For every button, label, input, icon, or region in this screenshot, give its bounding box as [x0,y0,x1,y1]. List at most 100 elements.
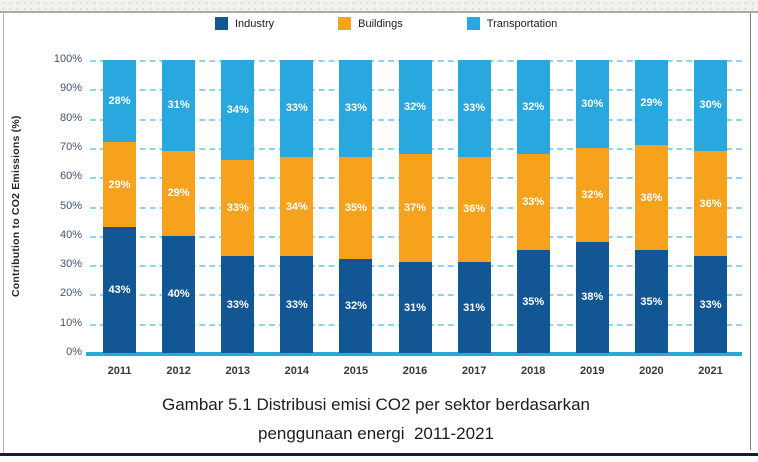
x-tick-label-2020: 2020 [639,365,664,377]
segment-value-label: 34% [226,103,249,116]
segment-value-label: 38% [581,291,604,304]
y-tick-label-10: 10% [59,316,82,329]
bar-segment-industry-2014: 33% [280,256,314,353]
bar-segment-transportation-2014: 33% [280,60,314,157]
segment-value-label: 33% [344,102,367,115]
legend-swatch-transportation [466,17,480,30]
y-tick-label-70: 70% [59,140,82,153]
y-tick-label-50: 50% [59,199,82,212]
y-tick-label-0: 0% [66,346,82,358]
bar-segment-industry-2020: 35% [634,250,668,353]
segment-value-label: 36% [699,197,722,210]
bar-segment-buildings-2019: 32% [575,147,609,242]
y-tick-label-20: 20% [59,287,82,300]
bar-segment-transportation-2018: 32% [516,60,550,154]
bar-segment-buildings-2014: 34% [280,156,314,257]
bar-column-2016: 32% 37% 31% 2016 [385,60,444,377]
segment-value-label: 35% [640,295,663,308]
y-tick-label-30: 30% [59,258,82,271]
bar-segment-transportation-2017: 33% [457,60,491,157]
bar-segment-industry-2015: 32% [339,259,373,353]
segment-value-label: 33% [522,196,545,209]
segment-value-label: 32% [404,100,427,113]
segment-value-label: 33% [285,102,308,115]
bar-segment-buildings-2017: 36% [457,156,491,263]
segment-value-label: 35% [344,201,367,214]
bar-segment-industry-2011: 43% [103,227,137,353]
legend-swatch-industry [215,17,228,30]
bar-column-2013: 34% 33% 33% 2013 [208,60,267,377]
segment-value-label: 29% [108,178,131,191]
bar-segment-transportation-2021: 30% [693,60,727,151]
segment-value-label: 36% [463,203,486,216]
segment-value-label: 30% [699,99,722,112]
segment-value-label: 31% [463,301,486,314]
y-tick-label-60: 60% [59,170,82,183]
legend-swatch-buildings [338,17,352,30]
plot-area: 28% 29% 43% 2011 31% 29% 40% 2012 34% 33% 33% 2013 3… [54,53,742,377]
x-tick-label-2014: 2014 [284,365,310,377]
legend-item-transportation: Transportation [466,17,558,30]
bar-segment-industry-2018: 35% [516,250,550,353]
figure-caption-line1: Gambar 5.1 Distribusi emisi CO2 per sekt… [162,395,590,414]
y-tick-label-90: 90% [59,82,82,95]
y-tick-label-80: 80% [59,111,82,124]
bar-segment-transportation-2019: 30% [575,60,609,148]
segment-value-label: 32% [581,188,604,201]
bar-segment-transportation-2012: 31% [162,60,196,151]
bar-column-2015: 33% 35% 32% 2015 [326,60,385,377]
x-tick-label-2019: 2019 [580,365,605,377]
segment-value-label: 28% [108,95,131,108]
x-tick-label-2018: 2018 [520,365,546,377]
x-tick-label-2021: 2021 [698,365,723,377]
x-tick-label-2011: 2011 [107,365,132,377]
segment-value-label: 37% [404,201,427,214]
bar-column-2021: 30% 36% 33% 2021 [681,60,740,377]
bar-segment-industry-2016: 31% [398,262,432,353]
x-axis-baseline [86,352,742,356]
bar-segment-transportation-2015: 33% [339,60,373,157]
figure-caption-line2: penggunaan energi 2011-2021 [257,424,494,443]
segment-value-label: 31% [167,99,190,112]
y-tick-label-40: 40% [59,228,82,241]
segment-value-label: 30% [581,97,604,110]
segment-value-label: 29% [167,187,190,200]
legend-label: Buildings [358,17,403,30]
chart-legend: Industry Buildings Transportation [215,17,557,30]
bar-segment-transportation-2020: 29% [634,60,668,145]
bar-segment-buildings-2015: 35% [339,156,373,260]
bar-segment-industry-2021: 33% [693,256,727,353]
page-left-border [3,13,4,453]
page-right-border [750,13,751,450]
bar-column-2012: 31% 29% 40% 2012 [149,60,208,377]
bar-segment-buildings-2016: 37% [398,153,432,263]
segment-value-label: 33% [463,102,486,115]
segment-value-label: 33% [285,298,308,311]
x-tick-label-2017: 2017 [461,365,487,377]
x-tick-label-2016: 2016 [402,365,428,377]
bars-container: 28% 29% 43% 2011 31% 29% 40% 2012 34% 33% 33% 2013 3… [90,60,740,377]
x-tick-label-2015: 2015 [343,365,369,377]
bar-segment-buildings-2018: 33% [516,153,550,251]
y-tick-label-100: 100% [53,53,82,65]
bar-segment-buildings-2013: 33% [221,159,255,257]
segment-value-label: 32% [522,100,545,113]
segment-value-label: 32% [344,300,367,313]
y-axis-title: Contribution to CO2 Emissions (%) [10,115,22,298]
segment-value-label: 33% [699,298,722,311]
segment-value-label: 34% [285,200,308,213]
bar-column-2019: 30% 32% 38% 2019 [563,60,622,377]
bar-segment-industry-2012: 40% [162,235,196,353]
legend-label: Transportation [486,17,558,30]
page-bottom-border [0,453,758,456]
figure-caption: Gambar 5.1 Distribusi emisi CO2 per sekt… [10,390,742,448]
bar-segment-transportation-2013: 34% [221,60,255,160]
bar-segment-buildings-2012: 29% [162,150,196,236]
bar-column-2020: 29% 36% 35% 2020 [622,60,681,377]
legend-item-buildings: Buildings [338,17,403,30]
bar-column-2018: 32% 33% 35% 2018 [504,60,563,377]
segment-value-label: 40% [167,288,190,301]
bar-segment-industry-2013: 33% [221,256,255,353]
segment-value-label: 31% [404,301,427,314]
